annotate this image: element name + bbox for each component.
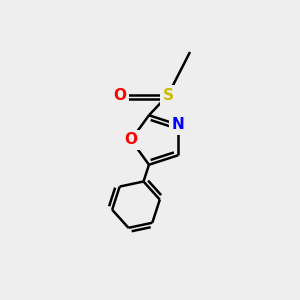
- Text: S: S: [163, 88, 173, 103]
- Text: O: O: [113, 88, 127, 103]
- Text: O: O: [124, 133, 137, 148]
- Text: N: N: [172, 117, 184, 132]
